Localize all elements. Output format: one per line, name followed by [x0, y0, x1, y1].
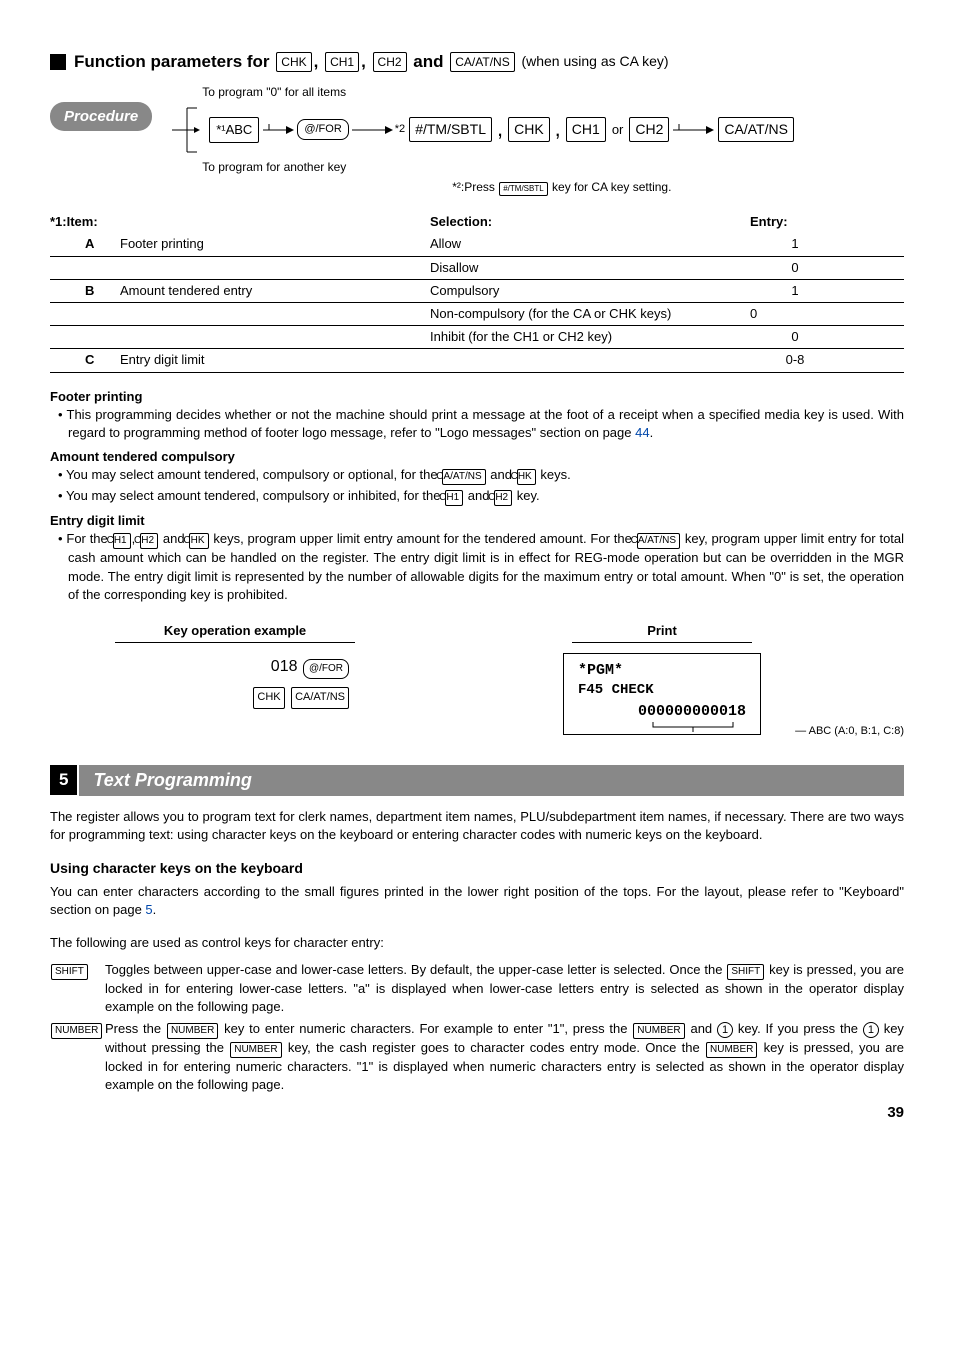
table-row: B Amount tendered entry Compulsory 1	[50, 280, 904, 303]
example-num: 018	[271, 658, 298, 675]
ch2-key-sm: CH2	[140, 533, 158, 549]
chk-key-sm: CHK	[189, 533, 208, 549]
table-row: Non-compulsory (for the CA or CHK keys) …	[50, 303, 904, 326]
title-bullet	[50, 54, 66, 70]
function-params-title: Function parameters for CHK, CH1, CH2 an…	[50, 50, 904, 74]
section-5-header: 5 Text Programming	[50, 765, 904, 796]
table-row: C Entry digit limit 0-8	[50, 349, 904, 372]
amount-line1: • You may select amount tendered, compul…	[68, 466, 904, 485]
print-annotation: — ABC (A:0, B:1, C:8)	[795, 724, 904, 739]
ch1-key-icon: CH1	[325, 52, 359, 73]
chk-key-icon: CHK	[276, 52, 311, 73]
caatns-key: CA/AT/NS	[718, 117, 794, 143]
sub1-body: You can enter characters according to th…	[50, 883, 904, 919]
control-intro: The following are used as control keys f…	[50, 934, 904, 952]
atfor-key: @/FOR	[297, 119, 348, 140]
number-key-icon: NUMBER	[230, 1042, 281, 1058]
table-row: Inhibit (for the CH1 or CH2 key) 0	[50, 326, 904, 349]
chk-key-sm: CHK	[253, 687, 284, 709]
entry-digit-title: Entry digit limit	[50, 512, 904, 530]
ch2-key-icon: CH2	[373, 52, 407, 73]
ch1-key-sm: CH1	[445, 490, 463, 506]
number-key-icon: NUMBER	[51, 1023, 102, 1039]
chk-key-sm: CHK	[517, 469, 536, 485]
footer-printing-body: • This programming decides whether or no…	[68, 406, 904, 442]
caatns-key-icon: CA/AT/NS	[450, 52, 514, 73]
print-receipt: *PGM* F45 CHECK 000000000018	[563, 653, 761, 735]
top-note: To program "0" for all items	[202, 84, 904, 101]
arrow-icon	[261, 120, 296, 140]
amount-line2: • You may select amount tendered, compul…	[68, 487, 904, 506]
or-text: or	[612, 121, 624, 139]
procedure-block: Procedure To program "0" for all items *…	[50, 84, 904, 196]
bracket-icon	[578, 722, 738, 732]
ch2-key-sm: CH2	[494, 490, 512, 506]
param-table: *1:Item: Selection: Entry: A Footer prin…	[50, 211, 904, 372]
tmsbtl-key: #/TM/SBTL	[409, 117, 492, 143]
shift-key-icon: SHIFT	[727, 964, 764, 980]
header-selection: Selection:	[430, 213, 750, 231]
page-link[interactable]: 5	[145, 902, 152, 917]
ch1-key: CH1	[566, 117, 606, 143]
header-entry: Entry:	[750, 213, 840, 231]
caatns-key-sm: CA/AT/NS	[637, 533, 680, 549]
example-left-header: Key operation example	[115, 622, 355, 643]
number-row: NUMBER Press the NUMBER key to enter num…	[50, 1020, 904, 1094]
one-key-icon: 1	[717, 1022, 733, 1038]
footnote: *²:Press #/TM/SBTL key for CA key settin…	[452, 179, 904, 196]
footer-printing-title: Footer printing	[50, 388, 904, 406]
bracket-icon	[172, 105, 202, 155]
arrow-icon	[350, 120, 395, 140]
star2-label: *2	[395, 122, 405, 137]
tmsbtl-key-sm: #/TM/SBTL	[499, 182, 547, 195]
entry-digit-body: • For the CH1, CH2 and CHK keys, program…	[68, 530, 904, 604]
table-row: Disallow 0	[50, 257, 904, 280]
bottom-note: To program for another key	[202, 159, 904, 176]
ch1-key-sm: CH1	[113, 533, 131, 549]
ch2-key: CH2	[629, 117, 669, 143]
section-title: Text Programming	[79, 765, 904, 796]
arrow-icon	[671, 120, 716, 140]
page-number: 39	[50, 1102, 904, 1123]
example-right-header: Print	[572, 622, 752, 643]
page-link[interactable]: 44	[635, 425, 649, 440]
one-key-icon: 1	[863, 1022, 879, 1038]
section5-intro: The register allows you to program text …	[50, 808, 904, 844]
abc-box: *¹ABC	[209, 117, 259, 143]
header-item: *1:Item:	[50, 213, 120, 231]
title-prefix: Function parameters for	[74, 50, 270, 74]
caatns-key-sm: CA/AT/NS	[442, 469, 485, 485]
title-mid: and	[413, 50, 443, 74]
number-key-icon: NUMBER	[167, 1023, 218, 1039]
chk-key: CHK	[508, 117, 550, 143]
footnote-prefix: *²:Press	[452, 180, 495, 194]
example-block: Key operation example 018 @/FOR CHK CA/A…	[50, 622, 904, 735]
footnote-suffix: key for CA key setting.	[552, 180, 671, 194]
section-num: 5	[50, 765, 77, 795]
shift-row: SHIFT Toggles between upper-case and low…	[50, 961, 904, 1016]
amount-tendered-title: Amount tendered compulsory	[50, 448, 904, 466]
table-row: A Footer printing Allow 1	[50, 233, 904, 256]
number-key-icon: NUMBER	[633, 1023, 684, 1039]
title-suffix: (when using as CA key)	[521, 52, 668, 72]
number-key-icon: NUMBER	[706, 1042, 757, 1058]
sub1-title: Using character keys on the keyboard	[50, 859, 904, 879]
shift-key-icon: SHIFT	[51, 964, 88, 980]
procedure-badge: Procedure	[50, 102, 152, 131]
atfor-key: @/FOR	[303, 659, 349, 679]
caatns-key-sm: CA/AT/NS	[291, 687, 349, 709]
